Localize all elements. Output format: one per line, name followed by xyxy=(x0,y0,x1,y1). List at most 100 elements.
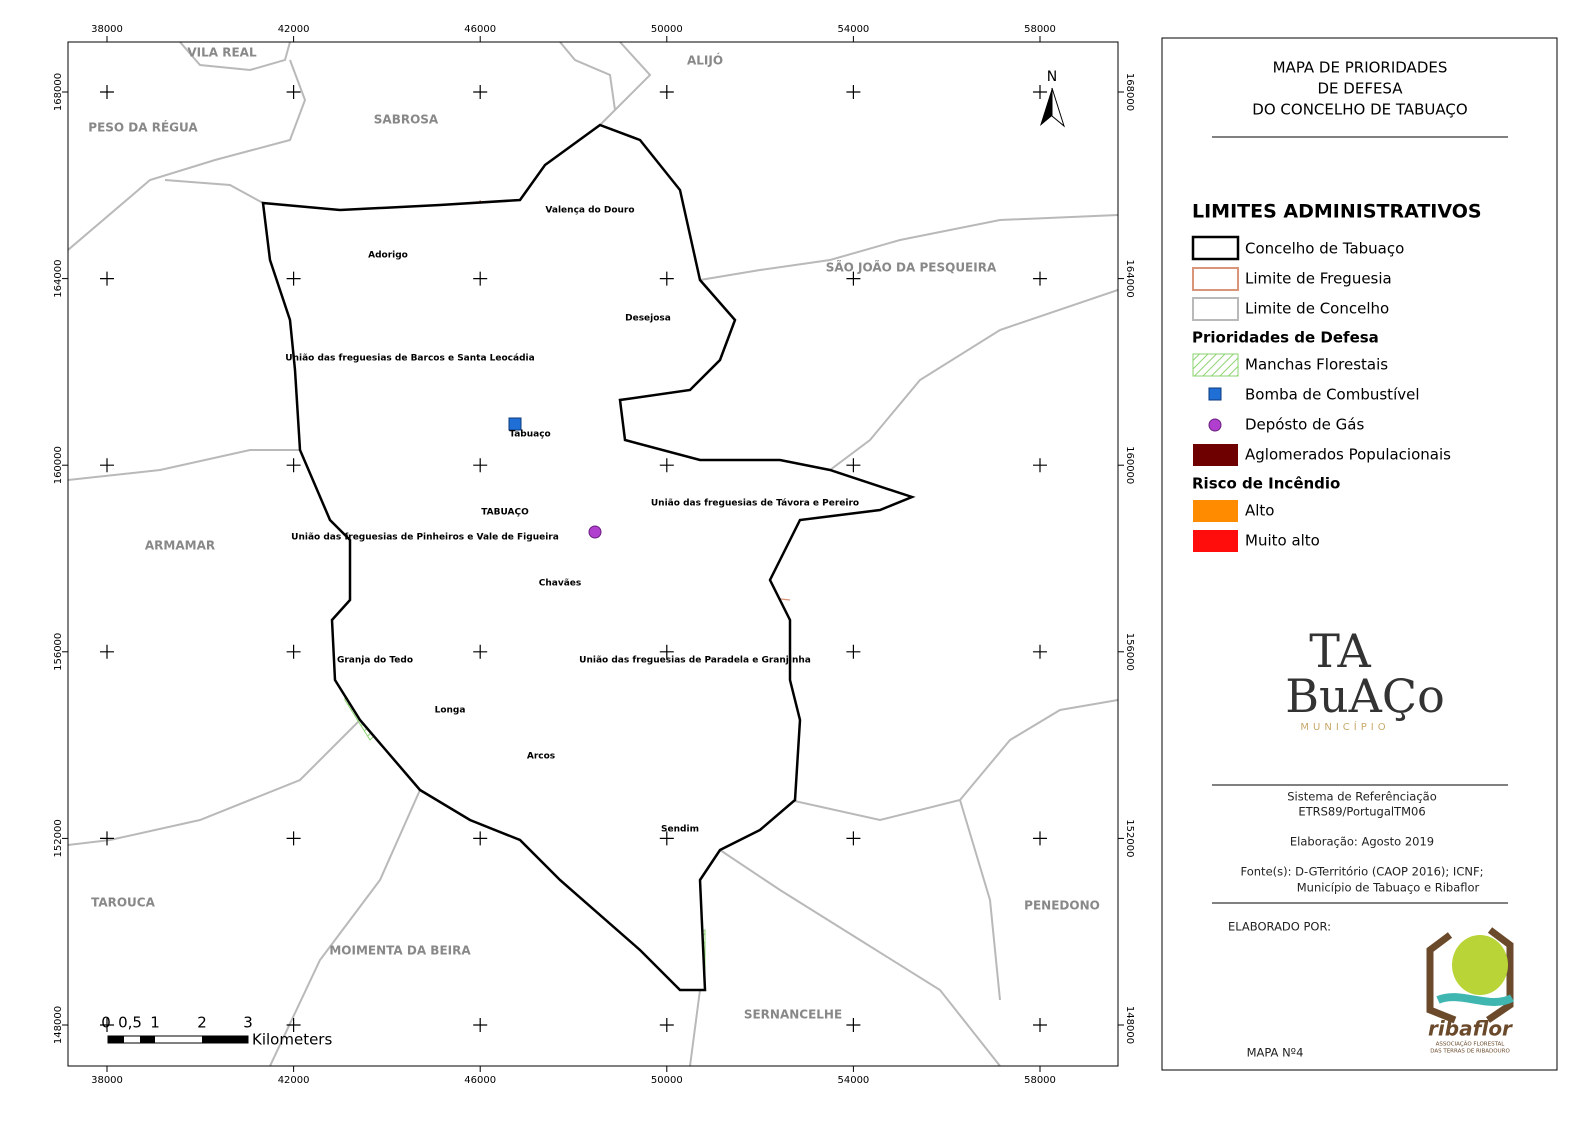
y-tick-label: 164000 xyxy=(1124,260,1135,298)
x-tick-label: 42000 xyxy=(278,24,310,35)
made-by: ELABORADO POR: xyxy=(1228,920,1331,934)
legend-heading: LIMITES ADMINISTRATIVOS xyxy=(1192,201,1482,223)
neighbor-label: PENEDONO xyxy=(1024,899,1100,913)
scale-label: 3 xyxy=(243,1014,253,1032)
neighbor-labels: VILA REAL ALIJÓ PESO DA RÉGUA SABROSA SÃ… xyxy=(88,46,1100,1022)
grid-cross xyxy=(473,458,488,473)
parish-label: Sendim xyxy=(661,825,699,835)
neighbor-label: TAROUCA xyxy=(91,896,156,910)
parish-label: União das freguesias de Távora e Pereiro xyxy=(651,499,859,509)
parish-label: Adorigo xyxy=(368,251,408,261)
grid-cross xyxy=(473,85,488,99)
grid-cross xyxy=(286,644,301,659)
grid-cross xyxy=(846,831,861,846)
x-tick-label: 46000 xyxy=(464,24,496,35)
x-tick-label: 54000 xyxy=(837,24,869,35)
parish-label: Granja do Tedo xyxy=(337,656,413,666)
x-tick-label: 54000 xyxy=(837,1075,869,1086)
neighbor-label: ARMAMAR xyxy=(145,539,215,553)
parish-label: Longa xyxy=(435,706,466,716)
map-body: VILA REAL ALIJÓ PESO DA RÉGUA SABROSA SÃ… xyxy=(68,42,1118,1066)
legend-title: MAPA DE PRIORIDADES xyxy=(1273,59,1448,77)
legend-item: Manchas Florestais xyxy=(1245,356,1388,374)
neighbor-label: PESO DA RÉGUA xyxy=(88,120,198,135)
gas-depot xyxy=(588,525,602,539)
grid-cross xyxy=(846,644,861,659)
grid-cross xyxy=(473,831,488,846)
grid-cross xyxy=(659,271,674,286)
grid-cross xyxy=(659,85,674,99)
legend-heading: Prioridades de Defesa xyxy=(1192,329,1379,347)
logo-text: DAS TERRAS DE RIBADOURO xyxy=(1430,1049,1510,1055)
y-tick-label: 156000 xyxy=(53,633,64,671)
x-tick-label: 50000 xyxy=(651,1075,683,1086)
y-tick-label: 168000 xyxy=(53,73,64,111)
legend-heading: Risco de Incêndio xyxy=(1192,475,1340,493)
grid-cross xyxy=(659,644,674,659)
neighbor-label: MOIMENTA DA BEIRA xyxy=(329,944,471,958)
grid-cross xyxy=(1033,831,1047,846)
grid-cross xyxy=(659,831,674,846)
y-tick-label: 160000 xyxy=(53,446,64,484)
grid-cross xyxy=(1033,271,1047,286)
coordinate-ticks: 38000 38000 42000 42000 46000 46000 50000 50000… xyxy=(53,24,1135,1086)
grid-cross xyxy=(473,271,488,286)
grid-cross xyxy=(100,85,114,99)
scale-label: 2 xyxy=(197,1014,207,1032)
y-tick-label: 152000 xyxy=(53,819,64,857)
x-tick-label: 38000 xyxy=(91,1075,123,1086)
grid-cross xyxy=(659,1018,674,1032)
grid-cross xyxy=(286,831,301,846)
x-tick-label: 38000 xyxy=(91,24,123,35)
logo-text: MUNICÍPIO xyxy=(1300,720,1389,733)
legend-item: Depósto de Gás xyxy=(1245,416,1364,434)
scale-label: 1 xyxy=(150,1014,160,1032)
y-tick-label: 156000 xyxy=(1124,633,1135,671)
neighbor-label: SABROSA xyxy=(374,113,439,127)
legend-title: DO CONCELHO DE TABUAÇO xyxy=(1252,101,1467,119)
grid-cross xyxy=(286,458,301,473)
x-tick-label: 50000 xyxy=(651,24,683,35)
neighbor-label: VILA REAL xyxy=(187,46,257,60)
x-tick-label: 58000 xyxy=(1024,24,1056,35)
sources: Fonte(s): D-GTerritório (CAOP 2016); ICN… xyxy=(1241,865,1484,879)
grid-cross xyxy=(100,1018,114,1032)
grid-cross xyxy=(846,271,861,286)
grid-cross xyxy=(1033,85,1047,99)
parish-labels: Valença do Douro Adorigo Desejosa União … xyxy=(285,206,859,835)
y-tick-label: 148000 xyxy=(1124,1006,1135,1044)
y-tick-label: 148000 xyxy=(53,1006,64,1044)
legend-panel: MAPA DE PRIORIDADES DE DEFESA DO CONCELH… xyxy=(1161,37,1558,1071)
municipal-limits xyxy=(68,42,1118,1066)
grid-cross xyxy=(100,831,114,846)
legend-item: Muito alto xyxy=(1245,532,1320,550)
x-tick-label: 58000 xyxy=(1024,1075,1056,1086)
reference: ETRS89/PortugalTM06 xyxy=(1298,805,1425,819)
logo-text: BuAÇo xyxy=(1285,669,1445,723)
grid-cross xyxy=(100,458,114,473)
reference: Sistema de Referênciação xyxy=(1287,790,1437,804)
grid-cross xyxy=(846,458,861,473)
grid-cross xyxy=(473,644,488,659)
x-tick-label: 42000 xyxy=(278,1075,310,1086)
y-tick-label: 160000 xyxy=(1124,446,1135,484)
logo-text: TA xyxy=(1309,624,1371,678)
legend-item: Alto xyxy=(1245,502,1275,520)
grid-cross xyxy=(286,85,301,99)
grid-cross xyxy=(286,271,301,286)
parish-label: TABUAÇO xyxy=(481,508,529,518)
grid-cross xyxy=(1033,644,1047,659)
y-tick-label: 168000 xyxy=(1124,73,1135,111)
grid-cross xyxy=(846,85,861,99)
north-arrow: N xyxy=(1040,69,1065,128)
grid-cross xyxy=(286,1018,301,1032)
logo-text: ASSOCIAÇÃO FLORESTAL xyxy=(1436,1041,1506,1048)
grid-crosses xyxy=(100,85,1047,1032)
x-tick-label: 46000 xyxy=(464,1075,496,1086)
neighbor-label: SERNANCELHE xyxy=(744,1008,842,1022)
scale-label: 0,5 xyxy=(118,1014,142,1032)
parish-label: Desejosa xyxy=(625,314,671,324)
scale-unit: Kilometers xyxy=(252,1031,332,1049)
y-tick-label: 152000 xyxy=(1124,819,1135,857)
